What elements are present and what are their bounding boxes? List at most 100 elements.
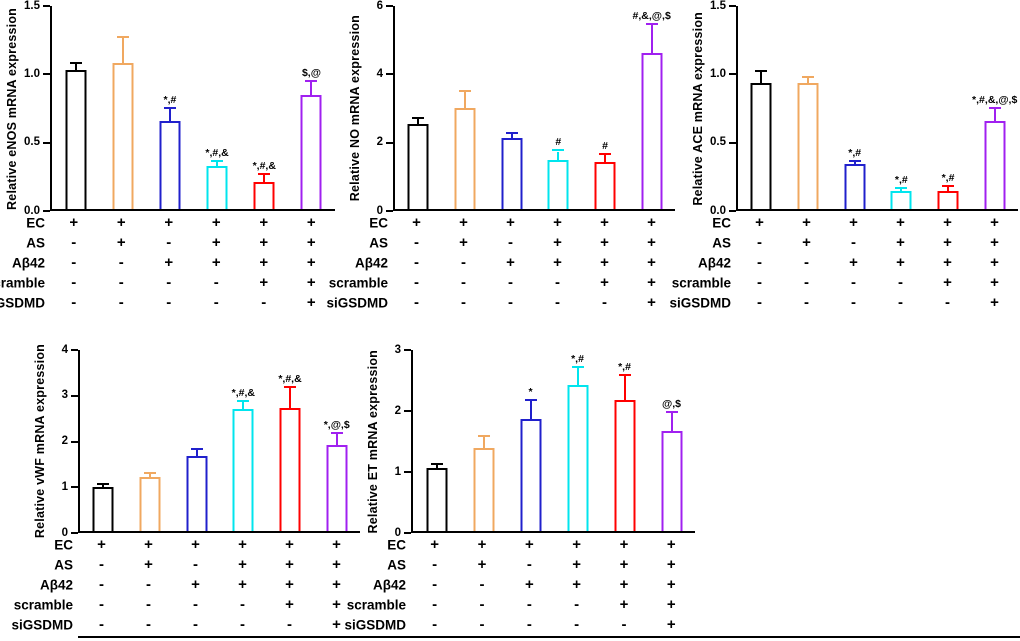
y-tick-label: 2 bbox=[376, 135, 383, 148]
condition-marks: - + - + + + bbox=[393, 233, 675, 253]
condition-row-5: siGSDMD - - - - - + bbox=[669, 293, 1018, 313]
condition-row-label-text: scramble bbox=[0, 275, 45, 291]
bar-group-6: *,@,$ bbox=[313, 350, 360, 531]
bar bbox=[547, 159, 569, 209]
condition-matrix: EC++++++AS-+-+++Aβ42--++++scramble----++… bbox=[11, 535, 360, 635]
condition-mark: - bbox=[804, 274, 809, 291]
condition-mark: + bbox=[572, 536, 582, 553]
y-tick-mark bbox=[71, 349, 78, 351]
condition-mark: + bbox=[647, 274, 656, 291]
condition-row-label: scramble bbox=[329, 273, 393, 293]
bar-group-1 bbox=[80, 350, 127, 531]
condition-mark: - bbox=[479, 576, 485, 593]
y-axis-title-column: Relative ET mRNA expression bbox=[363, 350, 383, 533]
condition-row-label-text: EC bbox=[712, 215, 731, 231]
condition-row-label-text: scramble bbox=[13, 597, 73, 613]
bar bbox=[750, 83, 772, 209]
error-bar-stem bbox=[435, 464, 438, 468]
y-tick-label: 4 bbox=[61, 343, 68, 356]
condition-mark: + bbox=[666, 556, 676, 573]
y-axis-title: Relative ACE mRNA expression bbox=[691, 11, 705, 206]
error-bar-stem bbox=[417, 119, 420, 125]
condition-marks: - - - - - + bbox=[50, 293, 335, 313]
error-bar-cap bbox=[645, 22, 658, 25]
plot-area: *,# *,#,& *,#,& $,@ bbox=[50, 6, 335, 211]
error-bar-cap bbox=[505, 131, 518, 134]
condition-row-1: EC + + + + + + bbox=[2, 213, 335, 233]
condition-mark: + bbox=[412, 214, 421, 231]
chart-vwf: Relative vWF mRNA expression 0 1 2 3 4 *,#,&… bbox=[11, 344, 360, 637]
condition-mark: + bbox=[553, 254, 562, 271]
error-bar-stem bbox=[853, 161, 856, 165]
condition-mark: - bbox=[193, 556, 198, 573]
condition-mark: + bbox=[285, 576, 294, 593]
chart-et: Relative ET mRNA expression 0 1 2 3 * *,# *,#… bbox=[344, 344, 695, 637]
condition-row-label: EC bbox=[2, 213, 50, 233]
condition-mark: - bbox=[118, 294, 124, 311]
condition-row-label: AS bbox=[363, 555, 411, 575]
chart-enos: Relative eNOS mRNA expression 0.0 0.5 1.0 1… bbox=[0, 0, 335, 318]
condition-mark: + bbox=[430, 536, 440, 553]
condition-mark: + bbox=[666, 576, 676, 593]
y-axis: 0 1 2 3 4 bbox=[50, 344, 78, 538]
condition-mark: - bbox=[240, 616, 245, 633]
condition-row-4: scramble - - - - + + bbox=[329, 273, 675, 293]
condition-row-4: scramble - - - - + + bbox=[14, 595, 360, 615]
bar-group-4: *,#,& bbox=[220, 350, 267, 531]
y-tick-mark bbox=[386, 73, 393, 76]
condition-mark: + bbox=[647, 234, 656, 251]
condition-mark: - bbox=[146, 596, 151, 613]
condition-matrix: EC++++++AS-+-+++Aβ42--++++scramble----++… bbox=[326, 213, 675, 313]
condition-row-2: AS - + - + + + bbox=[30, 555, 360, 575]
condition-mark: + bbox=[990, 274, 999, 291]
y-tick-mark bbox=[404, 532, 411, 534]
y-tick-mark bbox=[386, 210, 393, 212]
error-bar-cap bbox=[211, 159, 224, 162]
condition-mark: - bbox=[99, 556, 104, 573]
y-tick-label: 1 bbox=[394, 465, 401, 478]
y-tick-mark bbox=[71, 394, 78, 397]
condition-row-label: Aβ42 bbox=[363, 575, 411, 595]
condition-mark: - bbox=[432, 556, 438, 573]
y-tick-label: 2 bbox=[394, 404, 401, 417]
y-axis-title: Relative NO mRNA expression bbox=[348, 15, 362, 202]
condition-mark: + bbox=[259, 254, 269, 271]
error-bar-cap bbox=[459, 90, 471, 93]
condition-row-2: AS - + - + + + bbox=[363, 555, 695, 575]
y-axis-title-column: Relative eNOS mRNA expression bbox=[2, 6, 22, 211]
condition-row-3: Aβ42 - - + + + + bbox=[688, 253, 1018, 273]
condition-row-label: scramble bbox=[14, 595, 78, 615]
condition-mark: - bbox=[461, 294, 466, 311]
bar-group-2 bbox=[127, 350, 174, 531]
condition-mark: - bbox=[602, 294, 607, 311]
error-bar-cap bbox=[144, 472, 156, 475]
y-axis-title: Relative ET mRNA expression bbox=[366, 349, 380, 534]
bar bbox=[520, 419, 541, 531]
condition-row-label: scramble bbox=[0, 273, 50, 293]
condition-row-5: siGSDMD - - - - - + bbox=[326, 293, 675, 313]
y-axis-title: Relative eNOS mRNA expression bbox=[5, 7, 19, 210]
condition-row-label: scramble bbox=[672, 273, 736, 293]
error-bar-cap bbox=[284, 385, 297, 388]
condition-mark: - bbox=[99, 596, 104, 613]
condition-mark: - bbox=[240, 596, 245, 613]
condition-mark: + bbox=[600, 274, 609, 291]
condition-mark: + bbox=[211, 234, 221, 251]
condition-mark: - bbox=[526, 616, 532, 633]
error-bar-stem bbox=[335, 433, 338, 446]
condition-marks: + + + + + + bbox=[736, 213, 1018, 233]
condition-mark: + bbox=[506, 254, 515, 271]
significance-annotation: *,#,& bbox=[205, 146, 229, 159]
y-axis-title-column: Relative ACE mRNA expression bbox=[688, 6, 708, 211]
condition-mark: + bbox=[802, 234, 811, 251]
y-tick-mark bbox=[404, 410, 411, 412]
bar-group-1 bbox=[413, 350, 460, 531]
condition-mark: + bbox=[211, 254, 221, 271]
condition-marks: - + - + + + bbox=[78, 555, 360, 575]
error-bar-stem bbox=[310, 81, 313, 96]
bar-group-4: # bbox=[535, 6, 582, 209]
bar bbox=[253, 181, 275, 209]
bar bbox=[300, 95, 322, 209]
bar bbox=[112, 62, 134, 209]
